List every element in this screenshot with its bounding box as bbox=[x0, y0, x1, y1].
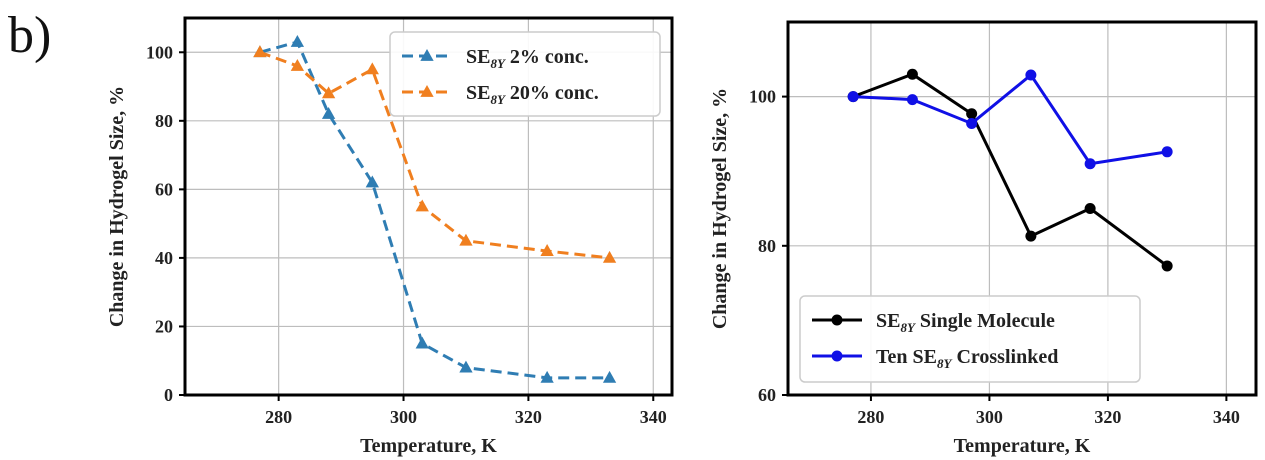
data-point bbox=[602, 250, 617, 263]
legend-label-rest: 2% conc. bbox=[505, 46, 589, 68]
y-tick-label: 40 bbox=[155, 248, 173, 268]
data-point bbox=[1025, 230, 1037, 242]
x-tick-label: 280 bbox=[857, 407, 884, 427]
data-point bbox=[1084, 203, 1096, 214]
y-tick-label: 100 bbox=[749, 87, 776, 107]
legend-label: SE8Y 2% conc. bbox=[466, 46, 589, 71]
legend-label-subscript: 8Y bbox=[490, 92, 506, 107]
plot-frame bbox=[183, 16, 674, 397]
series-line-1 bbox=[259, 40, 610, 380]
data-point bbox=[1084, 158, 1096, 170]
y-tick-label: 80 bbox=[155, 111, 173, 131]
data-point bbox=[906, 94, 918, 106]
series-line-1 bbox=[852, 72, 1169, 268]
data-point bbox=[1161, 146, 1173, 158]
plot-frame bbox=[786, 20, 1258, 397]
data-point bbox=[290, 34, 305, 47]
x-tick-label: 340 bbox=[1213, 407, 1240, 427]
legend-label-main: SE bbox=[876, 310, 900, 332]
legend-label: SE8Y Single Molecule bbox=[876, 310, 1055, 335]
data-point bbox=[540, 370, 554, 383]
data-point bbox=[1025, 69, 1037, 81]
x-tick-label: 340 bbox=[640, 407, 667, 427]
data-point bbox=[966, 117, 978, 129]
legend-marker bbox=[420, 85, 434, 97]
chart-1: 280 300 320 340 0 20 40 60 80 100 Temperature, K Ch… bbox=[106, 16, 674, 457]
legend-marker bbox=[420, 49, 434, 61]
data-point bbox=[365, 62, 379, 75]
legend-label-main: SE bbox=[466, 46, 490, 68]
x-axis-label: Temperature, K bbox=[954, 435, 1091, 457]
legend-marker bbox=[831, 350, 843, 362]
x-tick-label: 320 bbox=[515, 407, 542, 427]
series-line-2 bbox=[259, 50, 610, 260]
x-axis-label: Temperature, K bbox=[360, 435, 497, 457]
y-tick-label: 0 bbox=[164, 385, 173, 405]
data-point bbox=[966, 108, 978, 120]
y-axis-label: Change in Hydrogel Size, % bbox=[709, 88, 731, 329]
legend-label-rest: Crosslinked bbox=[951, 346, 1058, 368]
x-tick-label: 280 bbox=[265, 407, 292, 427]
y-tick-label: 80 bbox=[758, 236, 776, 256]
legend-label-rest: Single Molecule bbox=[915, 310, 1055, 332]
y-tick-label: 20 bbox=[155, 316, 173, 336]
data-point bbox=[459, 233, 473, 246]
y-axis-label: Change in Hydrogel Size, % bbox=[106, 86, 128, 327]
legend-label-prefix: Ten bbox=[876, 346, 913, 368]
data-point bbox=[365, 175, 379, 188]
legend-label-main: SE bbox=[913, 346, 937, 368]
legend-label: Ten SE8Y Crosslinked bbox=[876, 346, 1058, 371]
data-point bbox=[321, 106, 336, 119]
data-point bbox=[253, 45, 267, 58]
x-tick-label: 320 bbox=[1094, 407, 1121, 427]
x-tick-label: 300 bbox=[976, 407, 1003, 427]
data-point bbox=[290, 58, 305, 71]
legend-marker bbox=[831, 314, 843, 326]
data-point bbox=[540, 244, 554, 256]
legend-label-main: SE bbox=[466, 82, 490, 104]
chart-2: 280 300 320 340 60 80 100 Temperature, K Change … bbox=[709, 20, 1258, 457]
data-point bbox=[321, 86, 336, 99]
data-point bbox=[415, 199, 429, 212]
legend-label-rest: 20% conc. bbox=[505, 82, 599, 104]
legend-label-subscript: 8Y bbox=[490, 56, 506, 71]
y-tick-label: 60 bbox=[155, 179, 173, 199]
data-point bbox=[415, 336, 429, 349]
data-point bbox=[459, 360, 473, 373]
legend-label: SE8Y 20% conc. bbox=[466, 82, 599, 107]
y-tick-label: 60 bbox=[758, 385, 776, 405]
panel-label: b) bbox=[8, 7, 52, 64]
legend-box bbox=[799, 295, 1141, 383]
x-tick-label: 300 bbox=[390, 407, 417, 427]
legend-box bbox=[389, 31, 661, 117]
data-point bbox=[906, 68, 918, 80]
y-tick-label: 100 bbox=[146, 42, 173, 62]
data-point bbox=[602, 370, 617, 383]
legend-label-subscript: 8Y bbox=[900, 320, 916, 335]
data-point bbox=[1161, 260, 1173, 272]
series-line-2 bbox=[853, 72, 1168, 166]
legend-label-subscript: 8Y bbox=[937, 356, 953, 371]
data-point bbox=[847, 91, 859, 103]
